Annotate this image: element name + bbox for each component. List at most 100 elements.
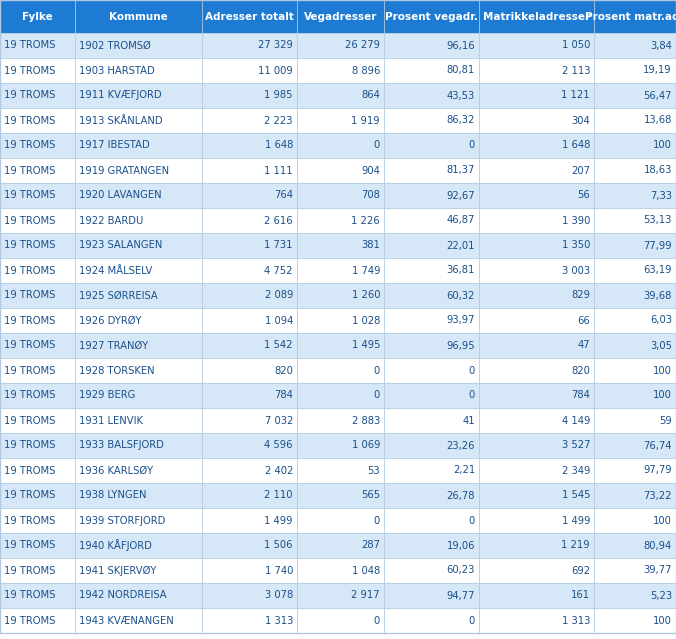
Bar: [0, 183, 75, 208]
Text: 1938 LYNGEN: 1938 LYNGEN: [79, 491, 147, 500]
Bar: [479, 308, 594, 333]
Bar: [202, 158, 297, 183]
Text: 1 545: 1 545: [562, 491, 590, 500]
Bar: [479, 333, 594, 358]
Bar: [297, 308, 384, 333]
Bar: [0, 508, 75, 533]
Bar: [594, 33, 676, 58]
Text: 76,74: 76,74: [644, 440, 672, 450]
Text: 1 648: 1 648: [562, 141, 590, 151]
Bar: [75, 458, 202, 483]
Text: 1 506: 1 506: [264, 541, 293, 551]
Text: 80,81: 80,81: [447, 66, 475, 75]
Bar: [479, 33, 594, 58]
Bar: [479, 483, 594, 508]
Bar: [202, 408, 297, 433]
Bar: [0, 533, 75, 558]
Bar: [297, 283, 384, 308]
Bar: [384, 483, 479, 508]
Bar: [384, 583, 479, 608]
Bar: [0, 258, 75, 283]
Text: 19 TROMS: 19 TROMS: [4, 91, 55, 100]
Text: 6,03: 6,03: [650, 316, 672, 325]
Bar: [202, 233, 297, 258]
Text: 1924 MÅLSELV: 1924 MÅLSELV: [79, 265, 152, 275]
Text: Prosent vegadr.: Prosent vegadr.: [385, 12, 478, 22]
Text: 1 226: 1 226: [352, 215, 380, 226]
Bar: [75, 433, 202, 458]
Text: 19 TROMS: 19 TROMS: [4, 415, 55, 426]
Bar: [75, 508, 202, 533]
Text: 864: 864: [361, 91, 380, 100]
Bar: [384, 508, 479, 533]
Text: 19 TROMS: 19 TROMS: [4, 40, 55, 50]
Text: 19,06: 19,06: [447, 541, 475, 551]
Bar: [594, 283, 676, 308]
Text: 92,67: 92,67: [446, 190, 475, 201]
Bar: [479, 58, 594, 83]
Bar: [297, 0, 384, 33]
Bar: [384, 433, 479, 458]
Bar: [75, 58, 202, 83]
Bar: [202, 558, 297, 583]
Text: 23,26: 23,26: [447, 440, 475, 450]
Bar: [0, 308, 75, 333]
Bar: [202, 383, 297, 408]
Bar: [202, 133, 297, 158]
Text: 784: 784: [274, 390, 293, 401]
Bar: [594, 483, 676, 508]
Text: 0: 0: [374, 366, 380, 376]
Text: 1 731: 1 731: [264, 240, 293, 250]
Bar: [202, 508, 297, 533]
Text: 1913 SKÅNLAND: 1913 SKÅNLAND: [79, 116, 163, 125]
Text: 53,13: 53,13: [644, 215, 672, 226]
Text: 820: 820: [571, 366, 590, 376]
Bar: [384, 608, 479, 633]
Text: 0: 0: [468, 141, 475, 151]
Text: 19 TROMS: 19 TROMS: [4, 341, 55, 351]
Bar: [0, 0, 75, 33]
Bar: [297, 58, 384, 83]
Bar: [202, 308, 297, 333]
Bar: [479, 558, 594, 583]
Bar: [0, 83, 75, 108]
Bar: [479, 358, 594, 383]
Text: Matrikkeladresser: Matrikkeladresser: [483, 12, 590, 22]
Bar: [75, 308, 202, 333]
Text: 207: 207: [571, 166, 590, 176]
Text: 1939 STORFJORD: 1939 STORFJORD: [79, 516, 166, 525]
Bar: [297, 608, 384, 633]
Text: 19 TROMS: 19 TROMS: [4, 516, 55, 525]
Text: 39,77: 39,77: [644, 566, 672, 576]
Bar: [75, 183, 202, 208]
Bar: [75, 208, 202, 233]
Text: 19 TROMS: 19 TROMS: [4, 590, 55, 601]
Bar: [297, 508, 384, 533]
Bar: [594, 133, 676, 158]
Text: Fylke: Fylke: [22, 12, 53, 22]
Text: 2,21: 2,21: [453, 465, 475, 475]
Bar: [479, 158, 594, 183]
Text: 0: 0: [468, 516, 475, 525]
Bar: [0, 208, 75, 233]
Bar: [297, 108, 384, 133]
Text: 1925 SØRREISA: 1925 SØRREISA: [79, 291, 158, 300]
Text: 1942 NORDREISA: 1942 NORDREISA: [79, 590, 166, 601]
Bar: [202, 533, 297, 558]
Text: 2 616: 2 616: [264, 215, 293, 226]
Text: 19 TROMS: 19 TROMS: [4, 615, 55, 626]
Text: 26,78: 26,78: [447, 491, 475, 500]
Text: 1 648: 1 648: [264, 141, 293, 151]
Bar: [594, 408, 676, 433]
Bar: [0, 333, 75, 358]
Text: 66: 66: [577, 316, 590, 325]
Text: Vegadresser: Vegadresser: [304, 12, 377, 22]
Bar: [384, 308, 479, 333]
Text: 4 149: 4 149: [562, 415, 590, 426]
Bar: [75, 108, 202, 133]
Text: 19,19: 19,19: [644, 66, 672, 75]
Bar: [384, 333, 479, 358]
Text: 96,95: 96,95: [446, 341, 475, 351]
Bar: [384, 408, 479, 433]
Text: 0: 0: [468, 615, 475, 626]
